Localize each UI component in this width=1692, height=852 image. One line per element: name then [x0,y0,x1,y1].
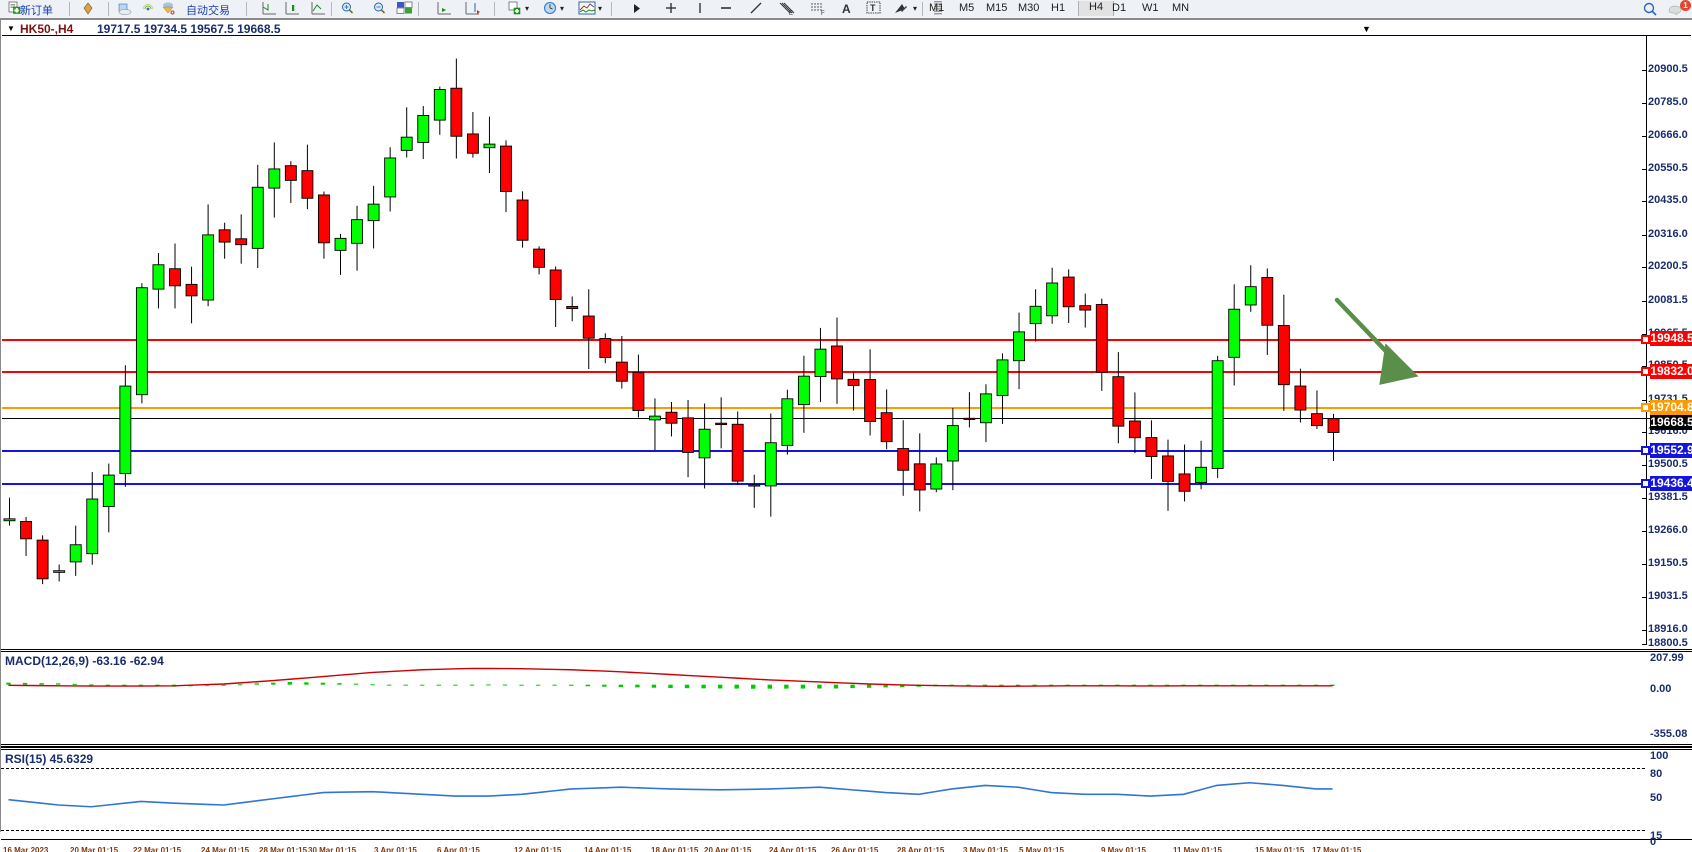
svg-text:T: T [870,3,876,13]
svg-text:F: F [821,11,825,16]
svg-text:E: E [789,11,793,16]
